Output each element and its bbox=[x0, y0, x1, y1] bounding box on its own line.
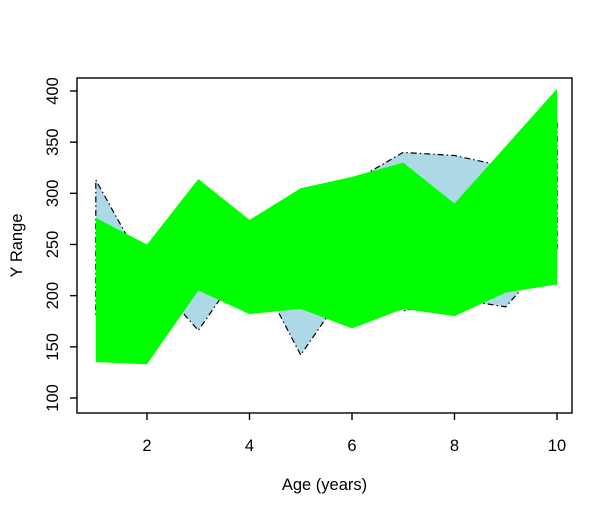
y-tick-label: 200 bbox=[44, 282, 62, 310]
y-tick-label: 250 bbox=[44, 231, 62, 259]
plot-box bbox=[76, 77, 573, 414]
x-axis-label: Age (years) bbox=[282, 476, 367, 494]
x-axis: 2 4 6 8 10 bbox=[142, 413, 566, 455]
y-tick-label: 350 bbox=[44, 128, 62, 156]
inner-band-polygon bbox=[95, 88, 558, 365]
x-tick-label: 8 bbox=[450, 437, 459, 455]
y-tick-label: 300 bbox=[44, 180, 62, 208]
x-tick-label: 4 bbox=[245, 437, 254, 455]
y-axis-label: Y Range bbox=[8, 214, 26, 278]
x-tick-label: 10 bbox=[548, 437, 566, 455]
bands-layer bbox=[95, 88, 558, 365]
y-tick-label: 400 bbox=[44, 77, 62, 105]
y-tick-label: 100 bbox=[44, 384, 62, 412]
x-tick-label: 6 bbox=[347, 437, 356, 455]
y-axis: 100 150 200 250 300 350 400 bbox=[44, 77, 77, 412]
x-tick-label: 2 bbox=[142, 437, 151, 455]
y-tick-label: 150 bbox=[44, 333, 62, 361]
